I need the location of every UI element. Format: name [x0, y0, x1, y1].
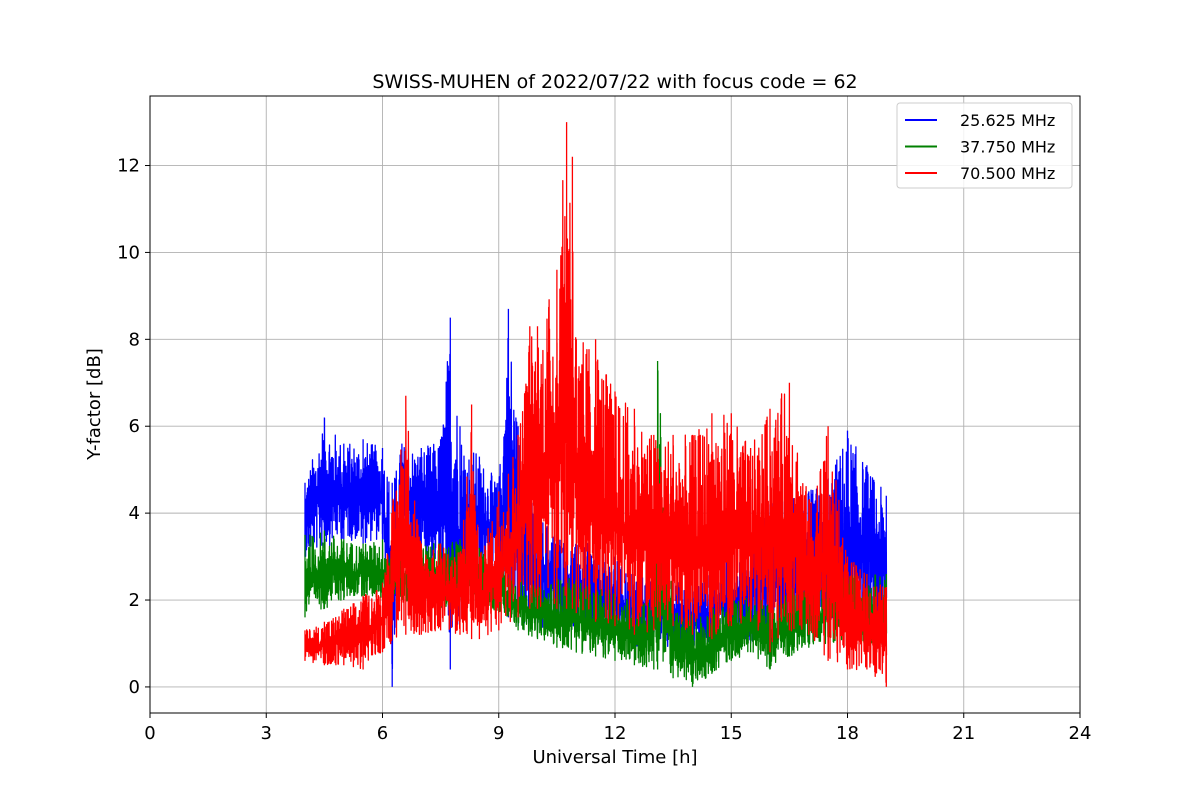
- x-tick-label: 0: [144, 723, 155, 744]
- legend-box: [896, 102, 1073, 189]
- y-tick-label: 4: [129, 503, 140, 524]
- legend: 25.625 MHz 37.750 MHz 70.500 MHz: [896, 102, 1073, 189]
- x-tick-label: 21: [952, 723, 975, 744]
- y-tick-label: 0: [129, 677, 140, 698]
- chart-title: SWISS-MUHEN of 2022/07/22 with focus cod…: [372, 71, 857, 93]
- series-line-3: [304, 122, 888, 687]
- legend-label: 70.500 MHz: [960, 164, 1055, 183]
- y-tick-label: 10: [117, 242, 140, 263]
- y-tick-label: 12: [117, 156, 140, 177]
- legend-label: 37.750 MHz: [960, 138, 1055, 157]
- x-tick-label: 18: [836, 723, 859, 744]
- x-tick-label: 6: [377, 723, 388, 744]
- y-tick-label: 8: [129, 329, 140, 350]
- legend-label: 25.625 MHz: [960, 111, 1055, 130]
- x-tick-label: 15: [720, 723, 743, 744]
- x-tick-label: 12: [604, 723, 627, 744]
- y-axis-label: Y-factor [dB]: [84, 348, 105, 461]
- y-tick-label: 2: [129, 590, 140, 611]
- x-tick-label: 24: [1069, 723, 1092, 744]
- x-axis-label: Universal Time [h]: [532, 747, 697, 768]
- series-layer: [304, 122, 888, 687]
- x-tick-label: 3: [261, 723, 272, 744]
- y-tick-label: 6: [129, 416, 140, 437]
- x-tick-label: 9: [493, 723, 504, 744]
